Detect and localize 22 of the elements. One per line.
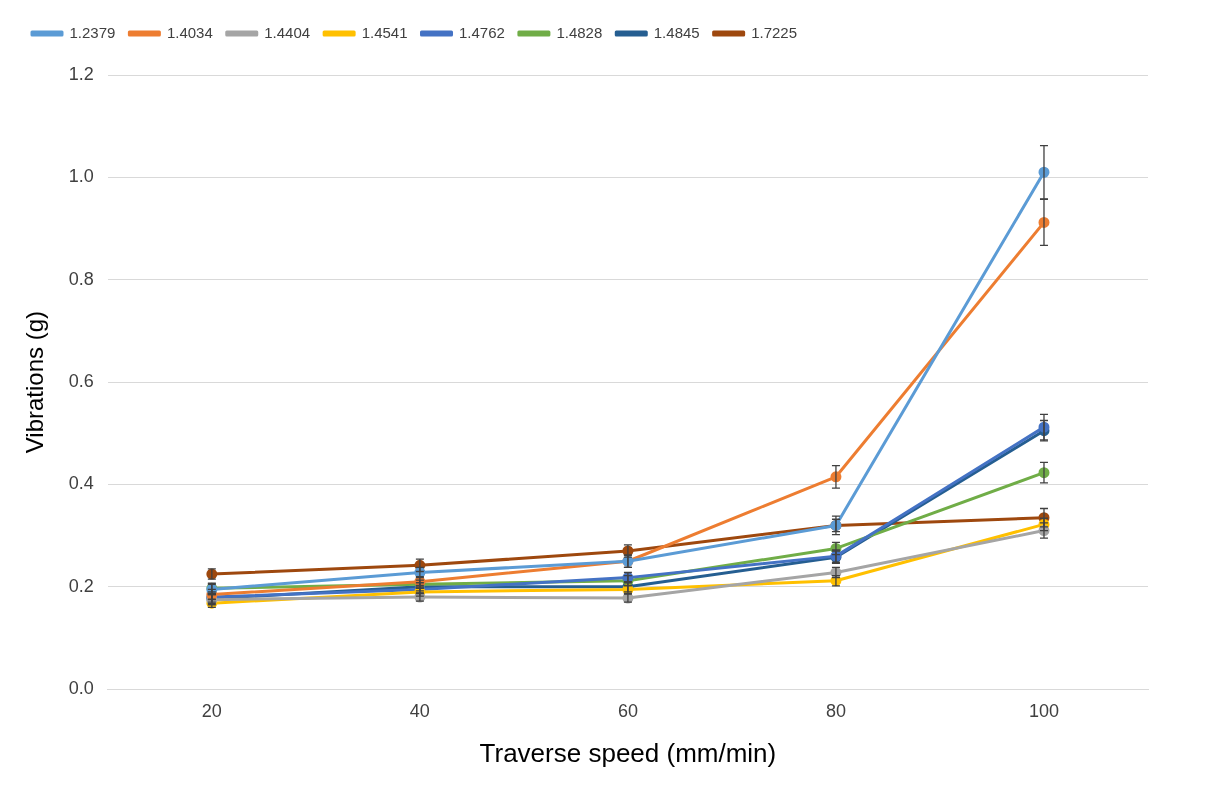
legend-label: 1.4541 (361, 23, 408, 41)
legend-label: 1.4828 (556, 23, 603, 41)
x-tick-label: 80 (825, 700, 846, 721)
legend-label: 1.4404 (264, 23, 311, 41)
x-tick-label: 40 (409, 700, 430, 721)
x-tick-label: 60 (617, 700, 638, 721)
legend-label: 1.2379 (69, 23, 116, 41)
legend-label: 1.4034 (166, 23, 213, 41)
y-axis-title: Vibrations (g) (21, 310, 49, 454)
y-tick-label: 0.0 (68, 678, 94, 699)
y-tick-label: 0.6 (68, 371, 94, 392)
legend-label: 1.7225 (751, 23, 798, 41)
legend-label: 1.4845 (653, 23, 700, 41)
x-tick-label: 20 (201, 700, 222, 721)
legend-label: 1.4762 (459, 23, 505, 41)
y-tick-label: 0.8 (68, 268, 94, 289)
y-tick-label: 1.2 (68, 63, 94, 84)
y-tick-label: 0.2 (68, 575, 94, 596)
y-tick-label: 1.0 (68, 166, 94, 187)
y-tick-label: 0.4 (68, 473, 94, 494)
x-axis-title: Traverse speed (mm/min) (479, 737, 777, 768)
x-tick-label: 100 (1028, 700, 1060, 721)
